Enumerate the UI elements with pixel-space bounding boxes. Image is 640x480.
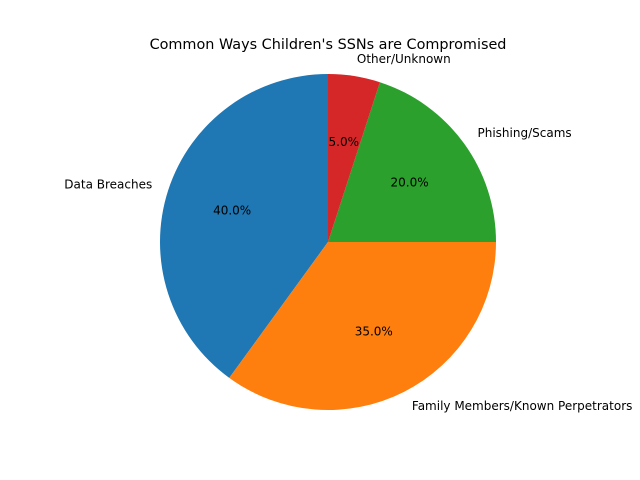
pie-slice-phishing-scams [328, 82, 496, 242]
slice-percent-family-members-known-perpetrators: 35.0% [355, 324, 393, 338]
slice-percent-data-breaches: 40.0% [213, 203, 251, 217]
pie-slices [159, 74, 496, 410]
pie-slice-data-breaches [159, 74, 328, 378]
chart-title: Common Ways Children's SSNs are Compromi… [150, 37, 507, 53]
slice-label-data-breaches: Data Breaches [64, 177, 152, 191]
slice-label-family-members-known-perpetrators: Family Members/Known Perpetrators [412, 399, 632, 413]
slice-percent-phishing-scams: 20.0% [390, 175, 428, 189]
pie-labels: Data Breaches 40.0% Family Members/Known P… [64, 52, 632, 413]
slice-percent-other-unknown: 5.0% [329, 135, 360, 149]
slice-label-phishing-scams: Phishing/Scams [478, 126, 572, 140]
pie-slice-family-members-known-perpetrators [229, 242, 496, 410]
slice-label-other-unknown: Other/Unknown [357, 52, 451, 66]
pie-slice-other-unknown [328, 74, 380, 242]
